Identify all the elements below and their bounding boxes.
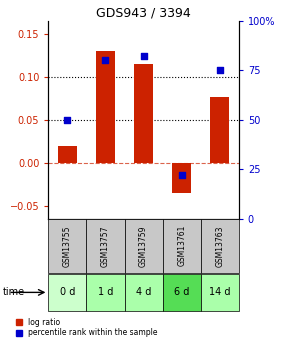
FancyBboxPatch shape bbox=[163, 219, 201, 273]
FancyBboxPatch shape bbox=[163, 274, 201, 310]
Text: 14 d: 14 d bbox=[209, 287, 231, 297]
Bar bbox=[96, 51, 115, 163]
Point bbox=[103, 58, 108, 63]
Text: 0 d: 0 d bbox=[60, 287, 75, 297]
Text: GSM13755: GSM13755 bbox=[63, 225, 72, 267]
Bar bbox=[210, 98, 229, 163]
FancyBboxPatch shape bbox=[48, 219, 86, 273]
Text: time: time bbox=[3, 287, 25, 297]
FancyBboxPatch shape bbox=[48, 274, 86, 310]
Legend: log ratio, percentile rank within the sample: log ratio, percentile rank within the sa… bbox=[16, 318, 157, 337]
Text: 4 d: 4 d bbox=[136, 287, 151, 297]
FancyBboxPatch shape bbox=[86, 219, 125, 273]
FancyBboxPatch shape bbox=[201, 219, 239, 273]
FancyBboxPatch shape bbox=[125, 274, 163, 310]
Text: GSM13761: GSM13761 bbox=[177, 225, 186, 266]
Text: 1 d: 1 d bbox=[98, 287, 113, 297]
Text: GSM13763: GSM13763 bbox=[215, 225, 224, 267]
Text: 6 d: 6 d bbox=[174, 287, 189, 297]
Point bbox=[179, 172, 184, 178]
FancyBboxPatch shape bbox=[201, 274, 239, 310]
FancyBboxPatch shape bbox=[86, 274, 125, 310]
Bar bbox=[58, 146, 77, 163]
Point bbox=[217, 68, 222, 73]
Text: GSM13757: GSM13757 bbox=[101, 225, 110, 267]
Point bbox=[65, 117, 70, 123]
Text: GSM13759: GSM13759 bbox=[139, 225, 148, 267]
Bar bbox=[134, 64, 153, 163]
FancyBboxPatch shape bbox=[125, 219, 163, 273]
Bar bbox=[172, 163, 191, 193]
Title: GDS943 / 3394: GDS943 / 3394 bbox=[96, 7, 191, 20]
Point bbox=[141, 54, 146, 59]
